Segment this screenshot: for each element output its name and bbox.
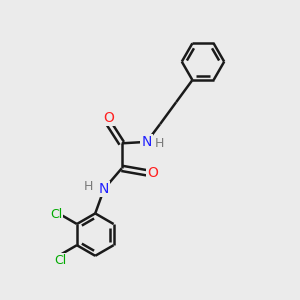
Text: H: H <box>84 179 93 193</box>
Text: O: O <box>147 166 158 180</box>
Text: O: O <box>103 111 114 125</box>
Text: H: H <box>154 137 164 150</box>
Text: N: N <box>142 135 152 149</box>
Text: Cl: Cl <box>50 208 62 221</box>
Text: N: N <box>99 182 109 196</box>
Text: Cl: Cl <box>54 254 66 267</box>
